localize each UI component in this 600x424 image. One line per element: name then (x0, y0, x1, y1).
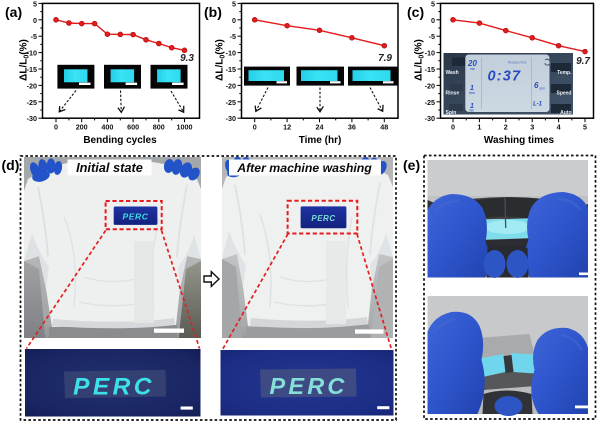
svg-text:5: 5 (583, 123, 587, 132)
svg-text:36: 36 (348, 123, 356, 132)
svg-text:0: 0 (54, 123, 58, 132)
svg-text:4: 4 (557, 123, 561, 132)
svg-text:rpm: rpm (540, 87, 546, 91)
svg-text:6: 6 (534, 81, 539, 90)
svg-text:-30: -30 (27, 114, 37, 123)
svg-text:PERC: PERC (269, 373, 347, 399)
svg-text:(d): (d) (2, 157, 20, 173)
svg-text:(b): (b) (204, 4, 222, 20)
svg-text:Bending cycles: Bending cycles (83, 135, 157, 146)
svg-text:-15: -15 (425, 65, 435, 74)
svg-text:Rinse: Rinse (446, 91, 460, 97)
svg-text:Auto: Auto (560, 110, 571, 116)
svg-text:-5: -5 (31, 32, 37, 41)
svg-text:Speed: Speed (556, 91, 571, 97)
svg-text:(c): (c) (407, 4, 424, 20)
svg-text:800: 800 (153, 123, 165, 132)
svg-text:0: 0 (431, 16, 435, 25)
svg-text:Temp.: Temp. (557, 70, 572, 76)
svg-text:-10: -10 (27, 49, 37, 58)
svg-text:-20: -20 (226, 81, 236, 90)
svg-text:-30: -30 (226, 114, 236, 123)
svg-text:12: 12 (283, 123, 291, 132)
svg-text:3: 3 (530, 123, 534, 132)
svg-text:-20: -20 (425, 81, 435, 90)
svg-text:time: time (469, 91, 475, 95)
svg-text:-25: -25 (27, 98, 37, 107)
svg-text:PERC: PERC (311, 214, 335, 223)
svg-text:-25: -25 (425, 98, 435, 107)
svg-text:Spin: Spin (446, 110, 457, 116)
svg-text:After machine washing: After machine washing (236, 161, 372, 175)
svg-text:0:37: 0:37 (488, 69, 522, 85)
svg-text:PERC: PERC (73, 374, 155, 401)
svg-text:-15: -15 (226, 65, 236, 74)
svg-text:(e): (e) (403, 157, 420, 173)
svg-text:Time (hr): Time (hr) (299, 135, 342, 146)
svg-text:1: 1 (470, 103, 474, 110)
svg-text:-30: -30 (425, 114, 435, 123)
svg-text:1: 1 (470, 85, 474, 92)
svg-text:-5: -5 (230, 32, 236, 41)
svg-text:400: 400 (101, 123, 113, 132)
svg-text:Wash: Wash (446, 70, 459, 76)
svg-text:PERC: PERC (122, 211, 148, 221)
svg-text:min: min (470, 67, 475, 71)
svg-text:48: 48 (380, 123, 388, 132)
svg-text:-5: -5 (429, 32, 435, 41)
svg-text:0: 0 (232, 16, 236, 25)
svg-text:L-1: L-1 (533, 102, 543, 108)
svg-text:5: 5 (33, 0, 37, 8)
svg-text:Release time: Release time (508, 61, 527, 65)
svg-text:-10: -10 (425, 49, 435, 58)
svg-text:5: 5 (232, 0, 236, 8)
svg-text:5: 5 (431, 0, 435, 8)
svg-text:(a): (a) (5, 4, 22, 20)
svg-text:-25: -25 (226, 98, 236, 107)
svg-text:2: 2 (504, 123, 508, 132)
svg-text:200: 200 (76, 123, 88, 132)
svg-text:ΔL/L0(%): ΔL/L0(%) (19, 39, 31, 81)
svg-text:600: 600 (127, 123, 139, 132)
svg-text:Initial state: Initial state (76, 160, 143, 175)
svg-text:1000: 1000 (177, 123, 193, 132)
svg-text:ΔL/L0(%): ΔL/L0(%) (215, 39, 227, 81)
svg-text:9.7: 9.7 (576, 56, 590, 67)
svg-text:0: 0 (253, 123, 257, 132)
svg-text:ΔL/L0(%): ΔL/L0(%) (414, 39, 426, 81)
svg-text:min: min (469, 109, 474, 113)
svg-text:7.9: 7.9 (378, 53, 392, 64)
svg-text:Washing times: Washing times (484, 135, 555, 146)
svg-text:20: 20 (467, 59, 477, 68)
svg-text:9.3: 9.3 (180, 53, 194, 64)
svg-text:1: 1 (477, 123, 481, 132)
svg-text:-20: -20 (27, 81, 37, 90)
svg-text:24: 24 (316, 123, 324, 132)
svg-text:-10: -10 (226, 49, 236, 58)
svg-text:0: 0 (33, 16, 37, 25)
svg-text:-15: -15 (27, 65, 37, 74)
svg-text:0: 0 (451, 123, 455, 132)
